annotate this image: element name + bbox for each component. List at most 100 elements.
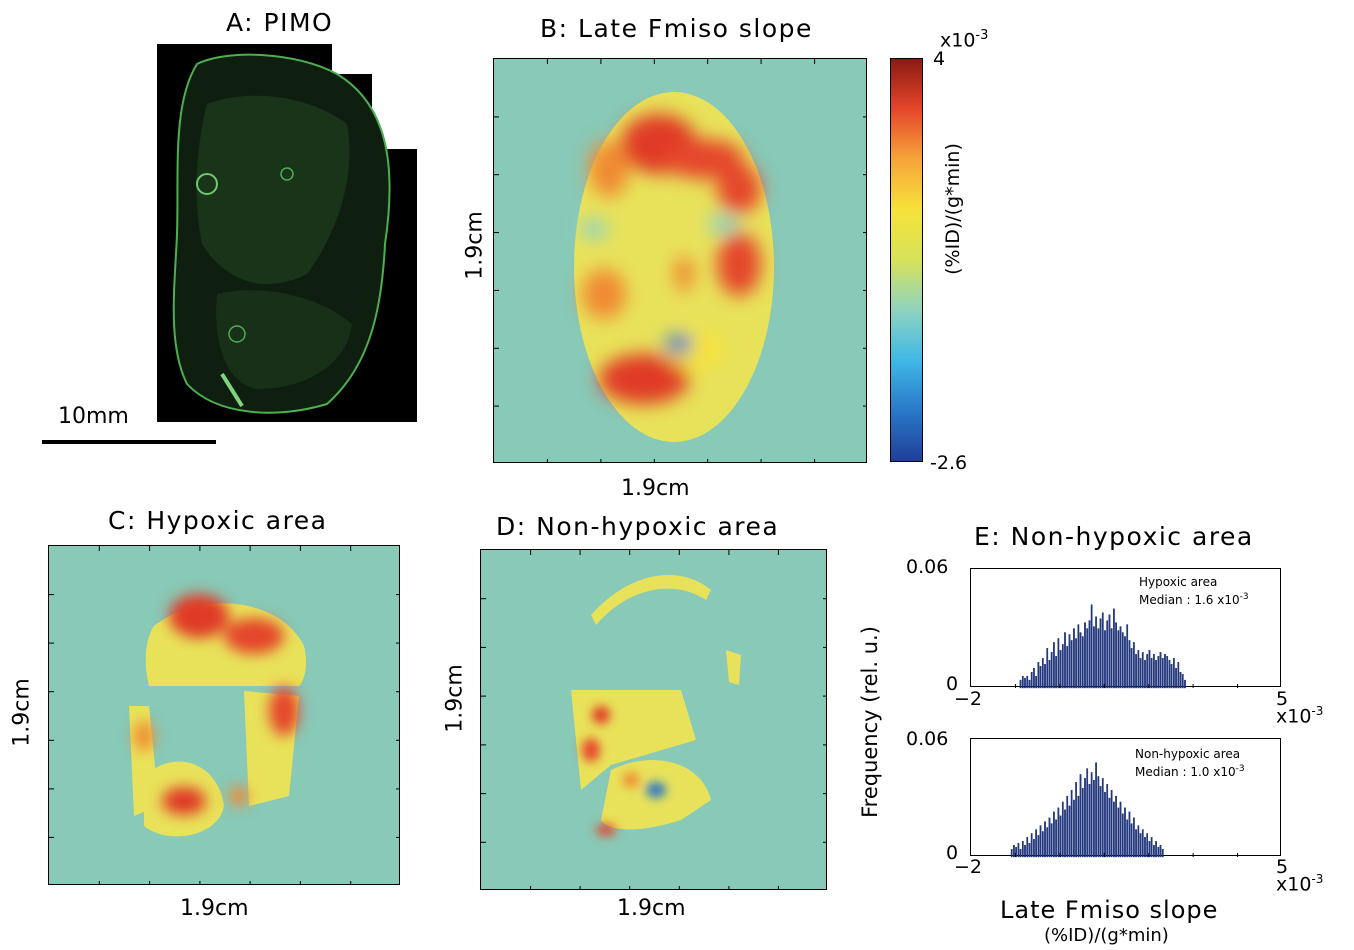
- hist-non-hypoxic-ymax: 0.06: [906, 728, 949, 750]
- histogram-bar: [1097, 776, 1100, 858]
- histogram-bar: [1039, 825, 1042, 858]
- scale-bar-label: 10mm: [58, 404, 129, 429]
- colorbar-max-label: 4: [933, 48, 946, 70]
- hist-hypoxic-ymax: 0.06: [906, 556, 949, 578]
- histogram-bar: [1133, 642, 1135, 689]
- histogram-bar: [1106, 620, 1109, 689]
- histogram-bar: [1115, 795, 1117, 858]
- histogram-bar: [1066, 646, 1069, 689]
- intensity-region: [664, 139, 744, 179]
- histogram-bar: [1139, 658, 1142, 689]
- histogram-bar: [1041, 658, 1044, 689]
- hist-non-hypoxic-legend-median-exp: -3: [1235, 764, 1245, 774]
- histogram-bar: [1135, 654, 1137, 689]
- histogram-bar: [1099, 786, 1102, 858]
- hist-non-hypoxic-multiplier-exp: -3: [1311, 872, 1324, 886]
- panel-e-y-label: Frequency (rel. u.): [858, 626, 882, 818]
- histogram-bar: [1139, 833, 1142, 858]
- histogram-bar: [1028, 679, 1031, 689]
- histogram-bar: [1137, 650, 1140, 689]
- hist-non-hypoxic-legend-median-text: Median : 1.0 x10: [1135, 765, 1236, 779]
- histogram-bar: [1035, 829, 1037, 858]
- histogram-bar: [1075, 782, 1077, 858]
- hist-hypoxic-axes: Hypoxic area Median : 1.6 x10-3: [970, 568, 1281, 689]
- panel-d-title: D: Non-hypoxic area: [496, 512, 780, 541]
- histogram-bar: [1057, 807, 1060, 858]
- histogram-bar: [1115, 622, 1117, 689]
- histogram-bar: [1010, 848, 1013, 858]
- colorbar-min-label: -2.6: [930, 452, 968, 474]
- hypoxic-area-map: [49, 546, 399, 884]
- panel-d-y-label: 1.9cm: [442, 664, 468, 733]
- panel-b-map: [493, 58, 867, 463]
- histogram-bar: [1024, 845, 1026, 858]
- histogram-bar: [1070, 640, 1073, 689]
- histogram-bar: [1015, 847, 1018, 858]
- histogram-bar: [1157, 847, 1160, 858]
- histogram-bar: [1035, 675, 1037, 689]
- histogram-bar: [1057, 638, 1060, 689]
- histogram-bar: [1130, 648, 1133, 689]
- histogram-bar: [1013, 845, 1015, 858]
- histogram-bar: [1033, 668, 1035, 689]
- histogram-bar: [1046, 648, 1049, 689]
- histogram-bar: [1030, 671, 1033, 689]
- panel-a-title: A: PIMO: [226, 8, 334, 37]
- hist-hypoxic-legend: Hypoxic area Median : 1.6 x10-3: [1139, 575, 1249, 608]
- histogram-bar: [1110, 789, 1113, 858]
- intensity-region: [717, 164, 761, 214]
- histogram-bar: [1093, 626, 1095, 689]
- intensity-region: [592, 706, 610, 724]
- histogram-bar: [1048, 817, 1051, 858]
- hist-hypoxic-multiplier: x10-3: [1276, 704, 1323, 727]
- histogram-bar: [1168, 660, 1171, 689]
- histogram-bar: [1019, 848, 1022, 858]
- hist-hypoxic-xmax: 5: [1276, 688, 1289, 710]
- histogram-bar: [1017, 843, 1020, 858]
- histogram-bar: [1073, 799, 1075, 858]
- colorbar-multiplier: x10-3: [940, 28, 988, 51]
- histogram-bar: [1126, 624, 1129, 689]
- histogram-bar: [1135, 829, 1137, 858]
- intensity-region: [134, 721, 154, 751]
- intensity-region: [582, 269, 626, 319]
- non-hypoxic-region-right: [726, 650, 741, 685]
- intensity-region: [599, 354, 689, 404]
- panel-c-x-label: 1.9cm: [180, 896, 249, 921]
- intensity-region: [674, 256, 694, 292]
- pimo-image: [157, 44, 417, 422]
- pimo-tissue: [172, 44, 417, 414]
- histogram-bar: [1124, 636, 1126, 689]
- histogram-bar: [1137, 825, 1140, 858]
- histogram-bar: [1055, 656, 1057, 689]
- histogram-bar: [1184, 679, 1186, 689]
- histogram-bar: [1104, 791, 1106, 858]
- histogram-bar: [1117, 630, 1120, 689]
- panel-d-x-label: 1.9cm: [617, 896, 686, 921]
- colorbar-multiplier-exp: -3: [975, 28, 989, 43]
- histogram-bar: [1073, 628, 1075, 689]
- intensity-region: [717, 232, 761, 296]
- histogram-bar: [1081, 788, 1084, 858]
- histogram-bar: [1061, 644, 1064, 689]
- histogram-bar: [1095, 762, 1097, 858]
- histogram-bar: [1159, 845, 1162, 858]
- intensity-region: [646, 782, 666, 798]
- histogram-bar: [1144, 837, 1146, 858]
- histogram-bar: [1024, 677, 1026, 689]
- histogram-bar: [1126, 819, 1129, 858]
- histogram-bar: [1081, 636, 1084, 689]
- histogram-bar: [1059, 815, 1062, 858]
- histogram-bar: [1113, 608, 1115, 689]
- histogram-bar: [1053, 642, 1055, 689]
- histogram-bar: [1108, 614, 1111, 689]
- histogram-bar: [1037, 835, 1040, 858]
- histogram-bar: [1164, 654, 1166, 689]
- hist-non-hypoxic-xmax: 5: [1276, 856, 1289, 878]
- histogram-bar: [1090, 604, 1093, 689]
- histogram-bar: [1119, 801, 1122, 858]
- hist-non-hypoxic-multiplier: x10-3: [1276, 872, 1323, 895]
- hist-non-hypoxic-multiplier-base: x10: [1276, 873, 1312, 896]
- histogram-bar: [1048, 660, 1051, 689]
- histogram-bar: [1021, 675, 1024, 689]
